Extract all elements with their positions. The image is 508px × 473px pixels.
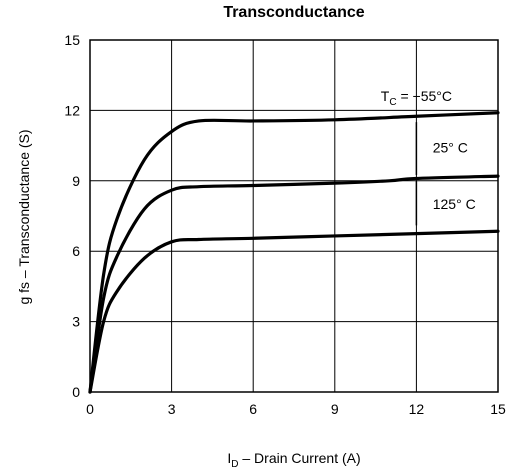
y-tick-label: 6 [72,243,80,259]
y-tick-label: 3 [72,314,80,330]
y-tick-label: 9 [72,173,80,189]
y-tick-label: 0 [72,384,80,400]
series-label: 125° C [433,196,476,212]
plot-frame [89,39,499,393]
x-tick-label: 6 [249,401,257,417]
series-label: TC = −55°C [381,88,452,108]
x-tick-label: 12 [409,401,425,417]
series-line [88,229,500,394]
x-tick-label: 3 [168,401,176,417]
y-tick-label: 15 [64,32,80,48]
x-axis-label-text: – Drain Current (A) [238,450,361,466]
x-axis-label: ID – Drain Current (A) [90,450,498,470]
x-axis-label-subscript: D [231,458,239,470]
series-line [88,111,500,394]
series-line [88,174,500,394]
x-tick-label: 0 [86,401,94,417]
x-axis-label-symbol: I [227,450,232,466]
series-label: 25° C [433,140,468,156]
x-tick-label: 9 [331,401,339,417]
x-tick-label: 15 [490,401,506,417]
chart-title: Transconductance [223,4,365,21]
y-tick-label: 12 [64,102,80,118]
